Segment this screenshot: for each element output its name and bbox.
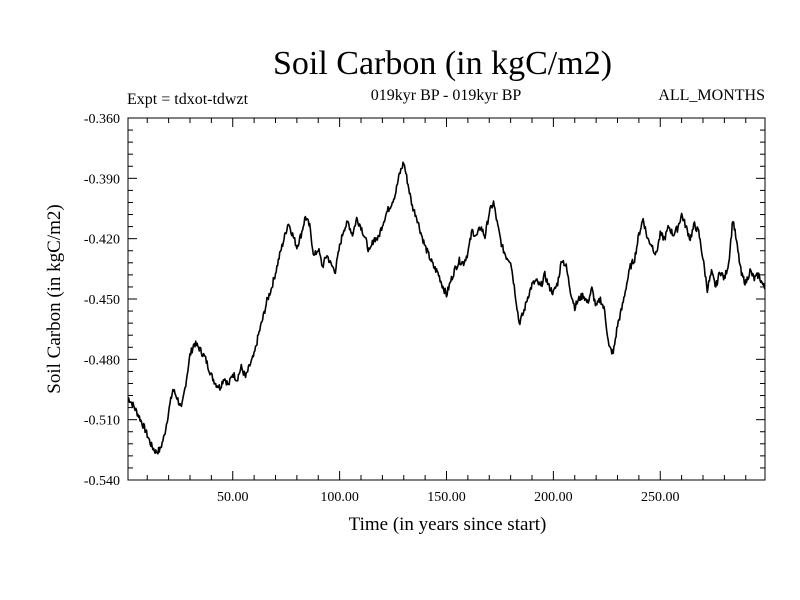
x-tick-label: 200.00 [534,490,573,505]
series-line [127,161,766,455]
chart-title: Soil Carbon (in kgC/m2) [272,45,613,82]
y-tick-label: -0.420 [84,233,120,248]
experiment-label: Expt = tdxot-tdwzt [127,91,249,108]
x-tick-label: 100.00 [320,490,359,505]
y-tick-label: -0.360 [84,112,120,127]
months-label: ALL_MONTHS [658,87,765,104]
y-tick-label: -0.510 [84,414,120,429]
plot-frame [127,117,766,481]
period-label: 019kyr BP - 019kyr BP [370,87,522,104]
y-tick-label: -0.450 [84,293,120,308]
y-axis-label: Soil Carbon (in kgC/m2) [44,204,65,393]
x-axis-label: Time (in years since start) [349,514,547,535]
x-tick-label: 50.00 [217,490,249,505]
x-tick-label: 250.00 [641,490,680,505]
y-tick-label: -0.390 [84,172,120,187]
y-tick-label: -0.480 [84,353,120,368]
x-tick-label: 150.00 [427,490,466,505]
y-tick-label: -0.540 [84,474,120,489]
